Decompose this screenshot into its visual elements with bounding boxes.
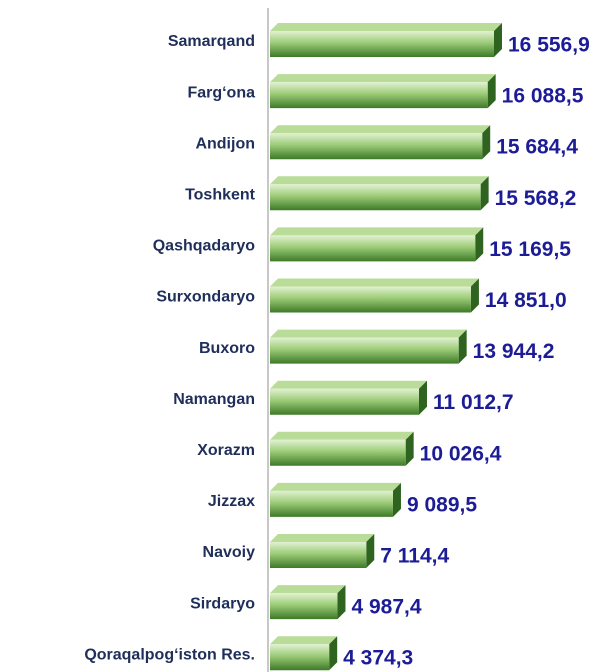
- bar-front: [270, 490, 393, 517]
- category-label: Sirdaryo: [190, 595, 255, 612]
- value-label: 10 026,4: [420, 442, 502, 465]
- category-label: Xorazm: [197, 442, 255, 459]
- category-label: Samarqand: [168, 33, 255, 50]
- category-label: Andijon: [195, 135, 255, 152]
- bar-front: [270, 235, 476, 262]
- bar: [270, 74, 496, 109]
- bar-top: [270, 176, 489, 185]
- bar-side: [487, 74, 496, 109]
- value-label: 14 851,0: [485, 289, 567, 312]
- value-label: 15 568,2: [495, 187, 577, 210]
- bar-side: [482, 125, 491, 160]
- bar: [270, 329, 467, 364]
- value-label: 7 114,4: [380, 545, 449, 568]
- bar-side: [329, 636, 338, 671]
- bar-top: [270, 482, 401, 491]
- bar: [270, 380, 427, 415]
- bar-top: [270, 534, 375, 542]
- bar-top: [270, 23, 502, 31]
- bar-front: [270, 82, 488, 109]
- value-label: 15 169,5: [489, 238, 571, 261]
- value-label: 4 987,4: [351, 596, 421, 619]
- bar: [270, 585, 346, 620]
- category-label: Qoraqalpog‘iston Res.: [84, 646, 255, 663]
- bar-front: [270, 184, 481, 211]
- category-label: Qashqadaryo: [153, 238, 255, 255]
- bar: [270, 636, 338, 671]
- value-label: 9 089,5: [407, 493, 477, 516]
- bar-front: [270, 388, 419, 415]
- bar: [270, 23, 502, 57]
- value-label: 13 944,2: [473, 340, 555, 363]
- bar-front: [270, 593, 338, 620]
- bar-top: [270, 125, 491, 134]
- bar-side: [418, 380, 427, 415]
- category-label: Surxondaryo: [156, 289, 255, 306]
- bar-front: [270, 439, 406, 466]
- bar-top: [270, 74, 496, 83]
- bar-top: [270, 329, 467, 338]
- bar-front: [270, 337, 459, 364]
- bar: [270, 227, 484, 262]
- bar-side: [494, 23, 502, 57]
- bar: [270, 431, 414, 466]
- bar: [270, 278, 479, 313]
- bar-side: [475, 227, 484, 262]
- value-label: 15 684,4: [496, 136, 578, 159]
- bar-side: [392, 482, 401, 517]
- bar-top: [270, 431, 414, 440]
- value-label: 16 088,5: [502, 85, 584, 108]
- category-label: Namangan: [173, 391, 255, 408]
- bar: [270, 125, 491, 160]
- bar-front: [270, 31, 494, 57]
- category-label: Buxoro: [199, 340, 255, 357]
- bar-top: [270, 227, 484, 236]
- bar-side: [458, 329, 467, 364]
- category-label: Farg‘ona: [187, 84, 255, 101]
- bar: [270, 176, 489, 211]
- bar: [270, 534, 375, 568]
- bar-front: [270, 542, 367, 568]
- value-label: 11 012,7: [433, 391, 514, 414]
- bar-side: [366, 534, 375, 568]
- bar-front: [270, 644, 330, 671]
- bar-side: [480, 176, 489, 211]
- category-label: Navoiy: [203, 544, 256, 561]
- bar-side: [470, 278, 479, 313]
- category-label: Toshkent: [185, 187, 256, 204]
- category-label: Jizzax: [208, 493, 255, 510]
- value-label: 4 374,3: [343, 647, 413, 670]
- bar-top: [270, 278, 479, 287]
- bar-front: [270, 286, 471, 313]
- bar-top: [270, 585, 346, 594]
- bar-side: [405, 431, 414, 466]
- value-label: 16 556,9: [508, 34, 590, 57]
- bar-front: [270, 133, 483, 160]
- bar-top: [270, 380, 427, 389]
- bar-side: [337, 585, 346, 620]
- bar: [270, 482, 401, 517]
- bar-top: [270, 636, 338, 645]
